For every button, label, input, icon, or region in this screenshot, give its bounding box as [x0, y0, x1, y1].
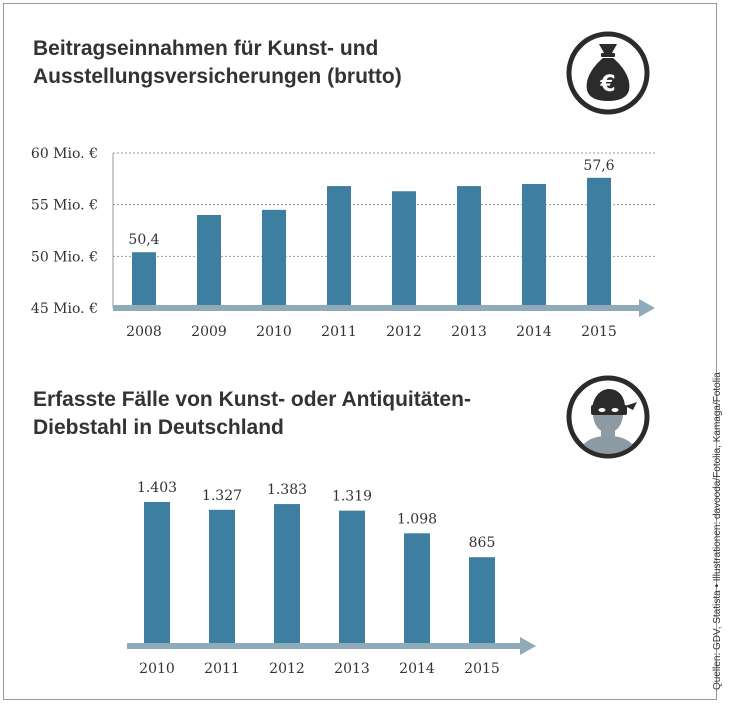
chart1-bar: [587, 177, 611, 308]
chart1-xtick-label: 2008: [126, 324, 162, 340]
chart1-xtick-label: 2011: [321, 324, 357, 340]
chart1-xtick-label: 2012: [386, 324, 422, 340]
source-note: Quellen: GDV, Statista • Illustrationen:…: [712, 372, 723, 690]
chart2-bar: [339, 510, 365, 646]
chart2-xaxis-line: [127, 643, 522, 649]
chart2-data-label: 1.098: [397, 511, 437, 527]
chart2-bar: [144, 502, 170, 646]
chart2-xtick-label: 2013: [334, 661, 370, 677]
chart1-ytick-label: 45 Mio. €: [31, 301, 98, 317]
infographic-frame: [3, 3, 717, 700]
chart1-bar: [132, 252, 156, 308]
chart2-bar: [469, 557, 495, 646]
chart1-plot: 45 Mio. € 50 Mio. € 55 Mio. € 60 Mio. € 2008…: [31, 146, 655, 340]
chart1-bar: [262, 209, 286, 308]
chart1-bar: [327, 186, 351, 308]
chart1-bar: [392, 191, 416, 308]
chart1-title: Beitragseinnahmen für Kunst- und Ausstel…: [33, 35, 513, 91]
chart1-bar: [457, 186, 481, 308]
chart2-plot: 2010 1.403 2011 1.327 2012 1.383 2013 1.319 2014…: [127, 480, 536, 677]
chart2-data-label: 1.327: [202, 488, 242, 504]
chart2-title-line2: Diebstahl in Deutschland: [33, 416, 284, 439]
chart1-xtick-label: 2009: [191, 324, 227, 340]
chart1-xtick-label: 2013: [451, 324, 487, 340]
chart2-bar: [274, 504, 300, 646]
chart1-ytick-label: 55 Mio. €: [31, 198, 98, 214]
chart1-xtick-label: 2014: [516, 324, 552, 340]
chart1-title-line2: Ausstellungsversicherungen (brutto): [33, 65, 402, 88]
masked-thief-icon: [563, 372, 653, 467]
chart2-data-label: 1.403: [137, 480, 177, 496]
chart2-xtick-label: 2015: [464, 661, 500, 677]
chart1-title-line1: Beitragseinnahmen für Kunst- und: [33, 37, 379, 60]
chart1-xtick-label: 2010: [256, 324, 292, 340]
chart1-xaxis-line: [113, 305, 641, 311]
chart1-data-label: 50,4: [128, 232, 159, 248]
chart2-xtick-label: 2010: [139, 661, 175, 677]
chart1-ytick-label: 60 Mio. €: [31, 146, 98, 162]
chart2-title-line1: Erfasste Fälle von Kunst- oder Antiquitä…: [33, 388, 471, 411]
chart1-xaxis-arrowhead: [639, 299, 655, 317]
chart1-data-label: 57,6: [583, 158, 614, 174]
chart2-xtick-label: 2012: [269, 661, 305, 677]
chart2-xaxis-arrowhead: [520, 637, 536, 655]
chart1-xtick-label: 2015: [581, 324, 617, 340]
money-bag-euro-icon: €: [563, 28, 653, 123]
chart2-xtick-label: 2014: [399, 661, 435, 677]
chart2-title: Erfasste Fälle von Kunst- oder Antiquitä…: [33, 386, 553, 442]
chart2-xtick-label: 2011: [204, 661, 240, 677]
chart1-bar: [522, 184, 546, 308]
chart1-ytick-label: 50 Mio. €: [31, 249, 98, 265]
svg-text:€: €: [599, 72, 615, 97]
chart1-bar: [197, 215, 221, 308]
chart2-data-label: 1.383: [267, 482, 307, 498]
chart2-data-label: 865: [469, 535, 496, 551]
chart2-data-label: 1.319: [332, 489, 372, 505]
chart2-bar: [209, 509, 235, 646]
chart2-bar: [404, 533, 430, 646]
